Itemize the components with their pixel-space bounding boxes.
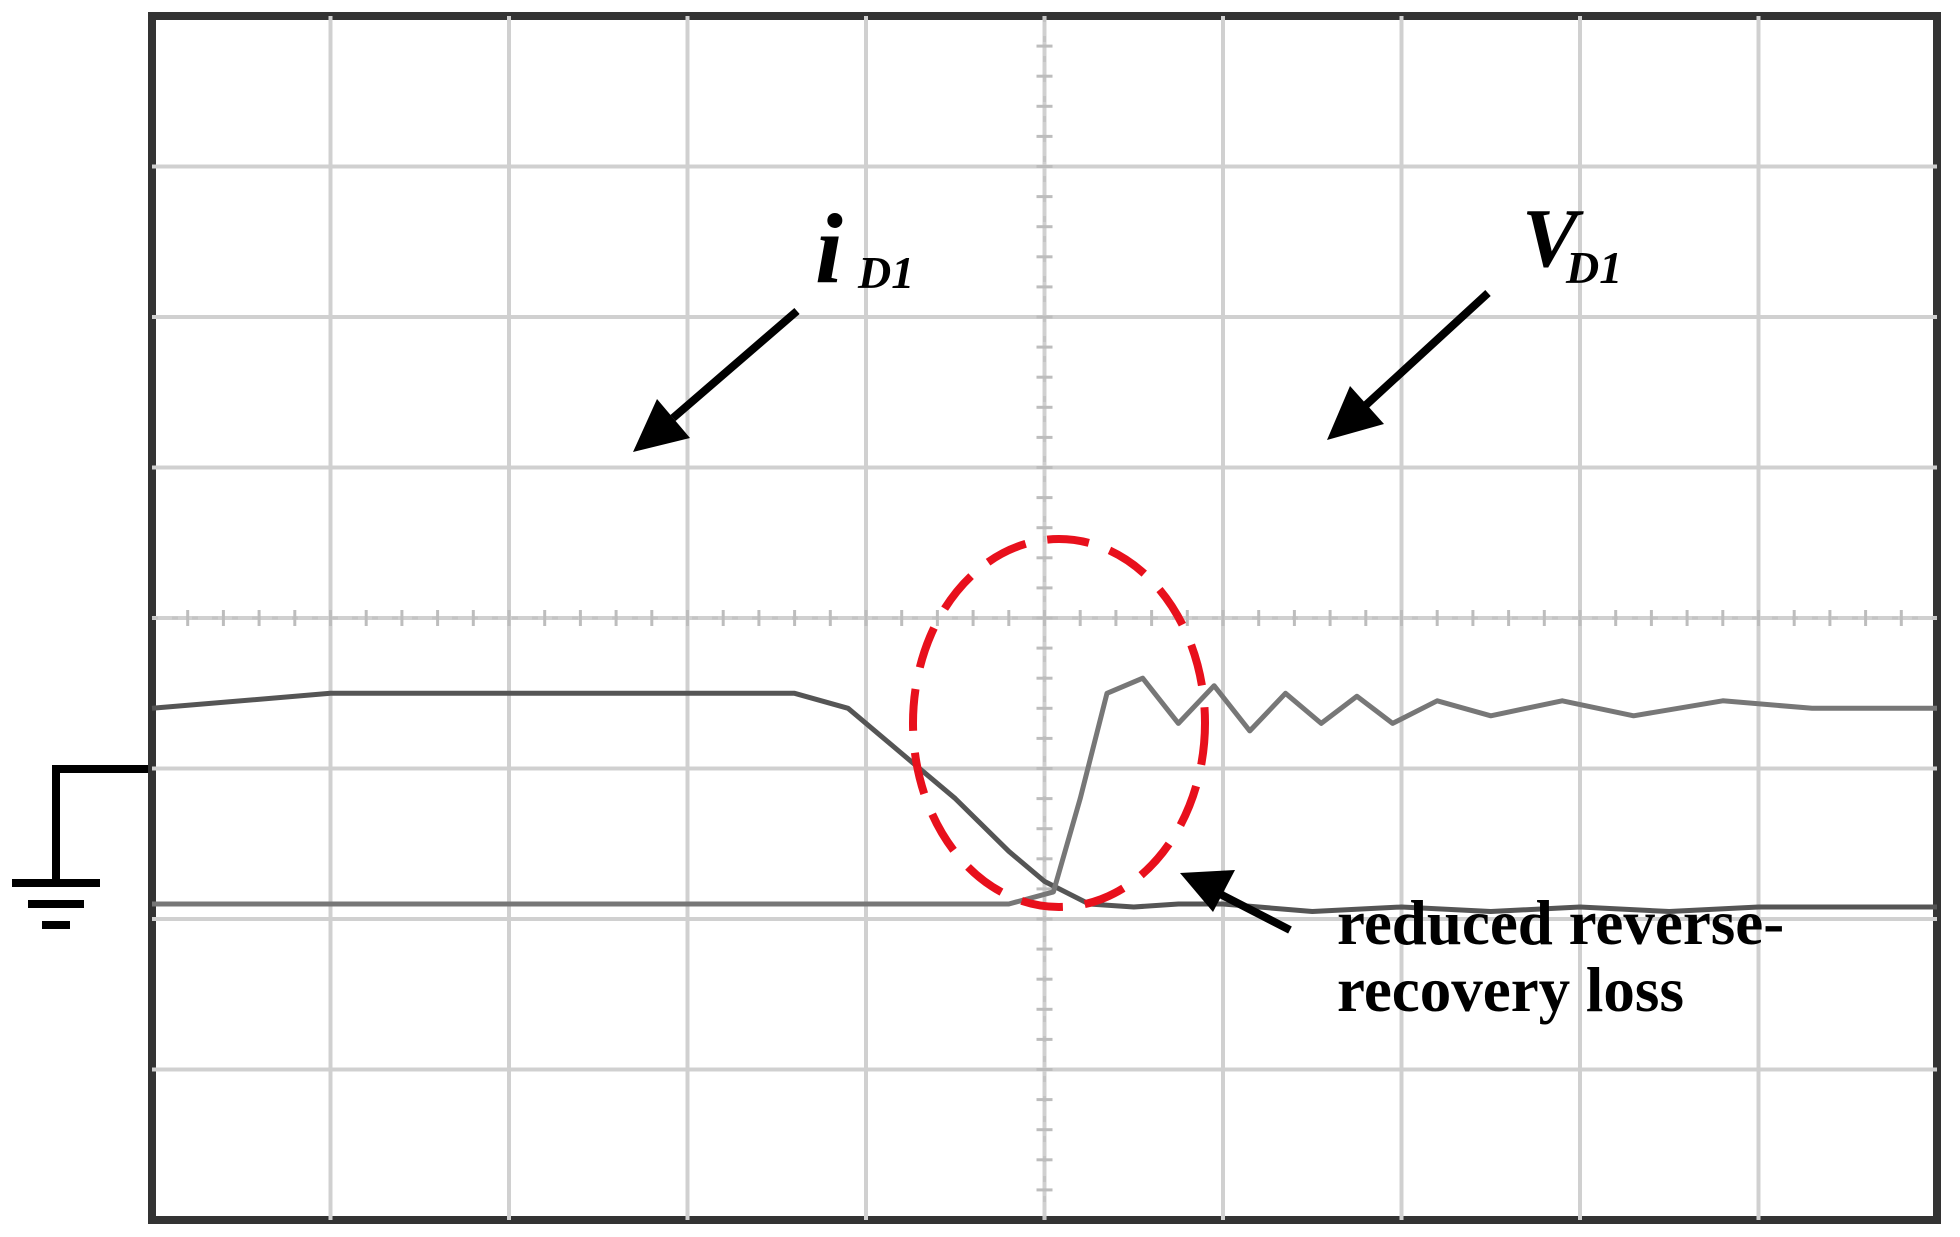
reverse-recovery-highlight	[909, 535, 1209, 911]
grid	[152, 16, 1937, 1220]
voltage-trace	[152, 675, 1937, 907]
current-trace-label: i	[815, 193, 843, 304]
voltage-trace-label-subscript: D1	[1565, 242, 1622, 293]
voltage-label-arrow	[1327, 290, 1491, 440]
current-label-arrow	[633, 307, 800, 452]
ground-symbol-icon	[12, 765, 148, 929]
annotation-arrow	[1180, 870, 1292, 934]
annotation-line-1: reduced reverse-	[1337, 888, 1784, 958]
voltage-trace-label: V	[1522, 192, 1584, 285]
current-trace-label-subscript: D1	[857, 247, 914, 298]
annotation-line-2: recovery loss	[1337, 955, 1684, 1025]
